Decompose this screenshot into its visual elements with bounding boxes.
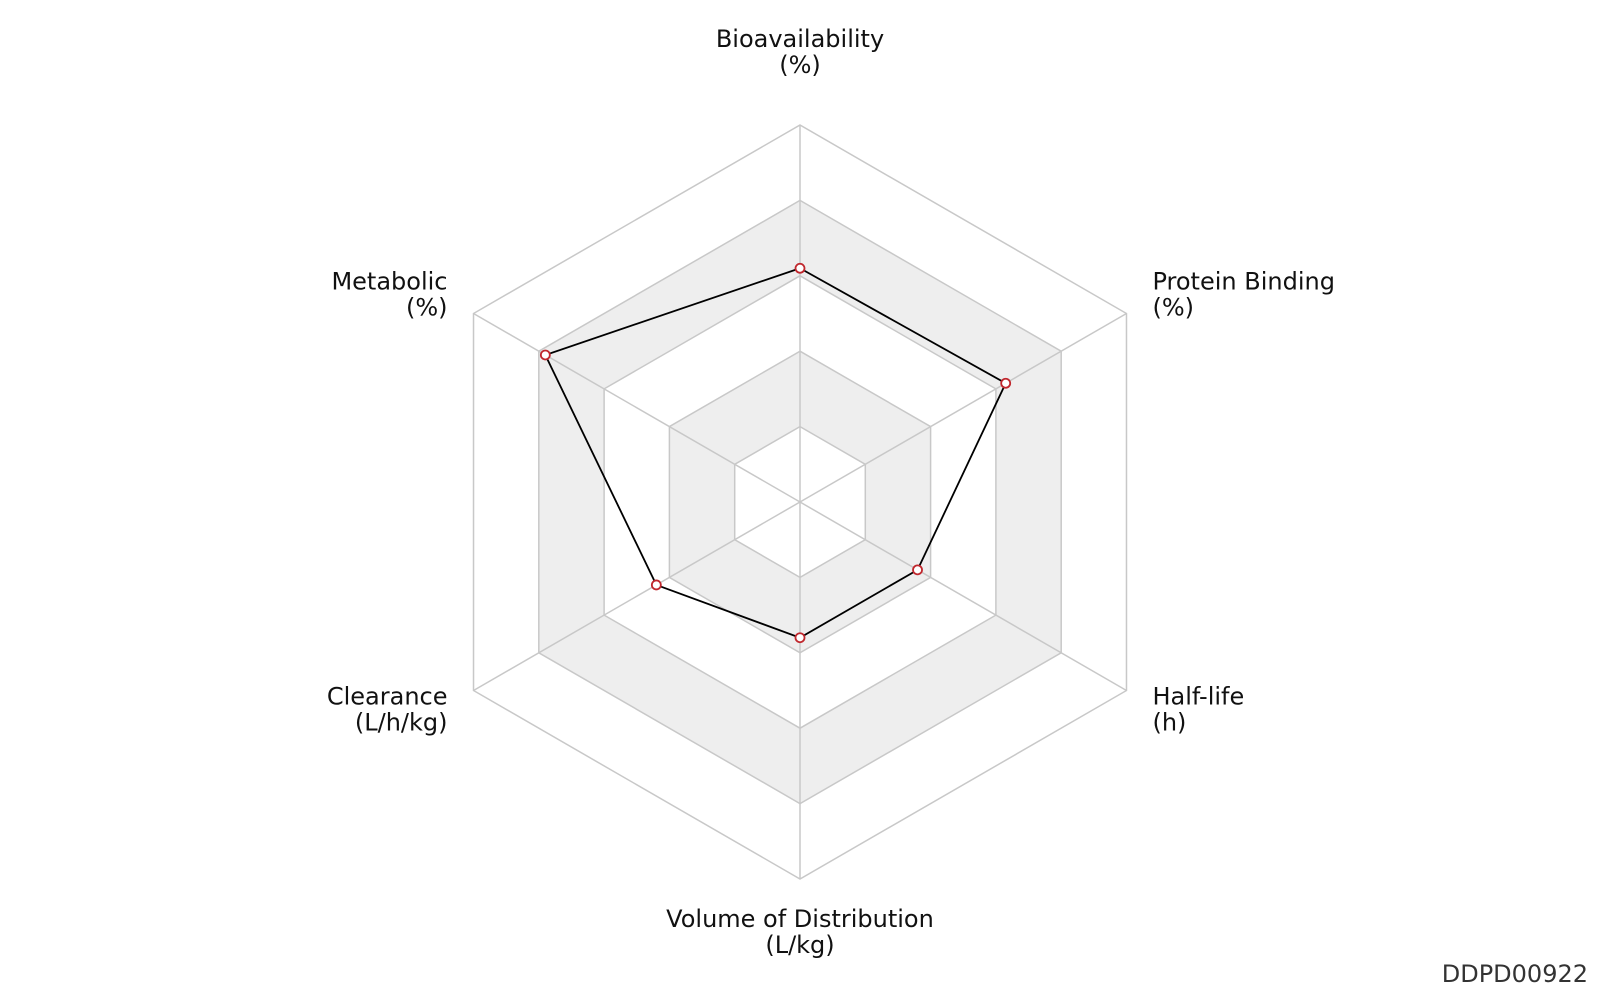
axis-label-2: Half-life (h) <box>1152 683 1244 737</box>
axis-unit: (%) <box>779 51 821 79</box>
axis-name: Protein Binding <box>1152 268 1334 296</box>
data-point-1 <box>1000 377 1012 389</box>
axis-unit: (h) <box>1152 709 1186 737</box>
data-point-3 <box>794 632 806 644</box>
axis-name: Clearance <box>327 683 448 711</box>
spoke-2 <box>799 501 1127 692</box>
spoke-5 <box>473 312 801 503</box>
data-point-0 <box>794 262 806 274</box>
axis-label-1: Protein Binding (%) <box>1152 268 1334 322</box>
axis-label-4: Clearance (L/h/kg) <box>327 683 448 737</box>
axis-name: Half-life <box>1152 683 1244 711</box>
spoke-4 <box>473 501 801 692</box>
axis-labels: Bioavailability (%)Protein Binding (%)Half… <box>327 25 1335 959</box>
axis-name: Bioavailability <box>716 25 884 53</box>
axis-unit: (L/kg) <box>765 931 834 959</box>
axis-name: Metabolic <box>331 268 447 296</box>
axis-label-0: Bioavailability (%) <box>716 25 884 79</box>
axis-unit: (%) <box>406 294 448 322</box>
axis-unit: (%) <box>1152 294 1194 322</box>
radar-spokes <box>473 125 1127 879</box>
axis-unit: (L/h/kg) <box>355 709 448 737</box>
chart-id-label: DDPD00922 <box>1441 960 1588 988</box>
spoke-1 <box>799 312 1127 503</box>
axis-label-5: Metabolic (%) <box>331 268 447 322</box>
data-point-2 <box>912 564 923 576</box>
data-point-4 <box>650 579 662 591</box>
axis-name: Volume of Distribution <box>666 905 934 933</box>
data-series <box>539 262 1012 644</box>
data-point-5 <box>539 349 551 361</box>
axis-label-3: Volume of Distribution (L/kg) <box>666 905 934 959</box>
